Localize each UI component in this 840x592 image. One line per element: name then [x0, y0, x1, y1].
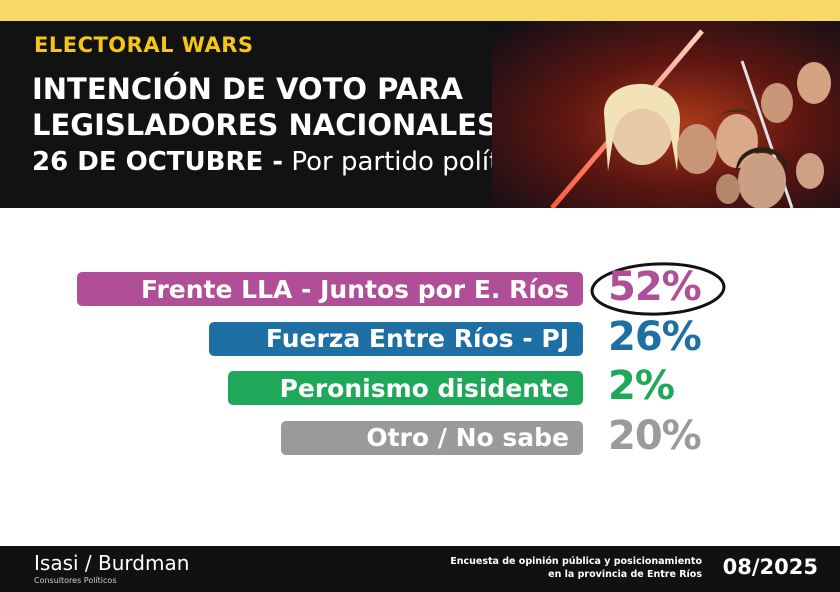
value-label-2: 26% — [608, 313, 702, 360]
bar-label-3: Peronismo disidente — [228, 371, 583, 405]
logo: Isasi / Burdman — [34, 551, 189, 575]
bar-chart: Frente LLA - Juntos por E. Ríos 52% Fuerza… — [0, 250, 840, 480]
bar-label-1: Frente LLA - Juntos por E. Ríos — [77, 272, 583, 306]
page-subtitle: 26 DE OCTUBRE - Por partido político — [32, 147, 537, 177]
bar-label-4: Otro / No sabe — [281, 420, 583, 455]
footer: Isasi / Burdman Consultores Políticos En… — [0, 546, 840, 592]
brand-title: ELECTORAL WARS — [34, 33, 254, 57]
header-banner: ELECTORAL WARS INTENCIÓN DE VOTO PARA LE… — [0, 21, 840, 208]
highlight-ellipse — [590, 262, 726, 316]
title-line-2: LEGISLADORES NACIONALES — [32, 108, 498, 142]
value-label-3: 2% — [608, 363, 675, 409]
value-label-4: 20% — [608, 412, 702, 459]
report-date: 08/2025 — [722, 555, 818, 579]
bar-label-2: Fuerza Entre Ríos - PJ — [209, 321, 583, 356]
logo-name-right: Burdman — [98, 551, 190, 575]
logo-separator: / — [84, 551, 92, 575]
poster-faces — [604, 62, 831, 208]
page-title: INTENCIÓN DE VOTO PARA LEGISLADORES NACI… — [32, 71, 498, 143]
poster-image — [492, 21, 840, 208]
survey-description: Encuesta de opinión pública y posicionam… — [450, 555, 702, 581]
date-label: 26 DE OCTUBRE - — [32, 147, 284, 177]
survey-line-2: en la provincia de Entre Ríos — [548, 569, 702, 580]
value-label-1: 52% — [608, 264, 702, 310]
logo-subtitle: Consultores Políticos — [34, 576, 117, 585]
top-accent-strip — [0, 0, 840, 21]
logo-name-left: Isasi — [34, 551, 79, 575]
title-line-1: INTENCIÓN DE VOTO PARA — [32, 72, 463, 106]
survey-line-1: Encuesta de opinión pública y posicionam… — [450, 556, 702, 567]
